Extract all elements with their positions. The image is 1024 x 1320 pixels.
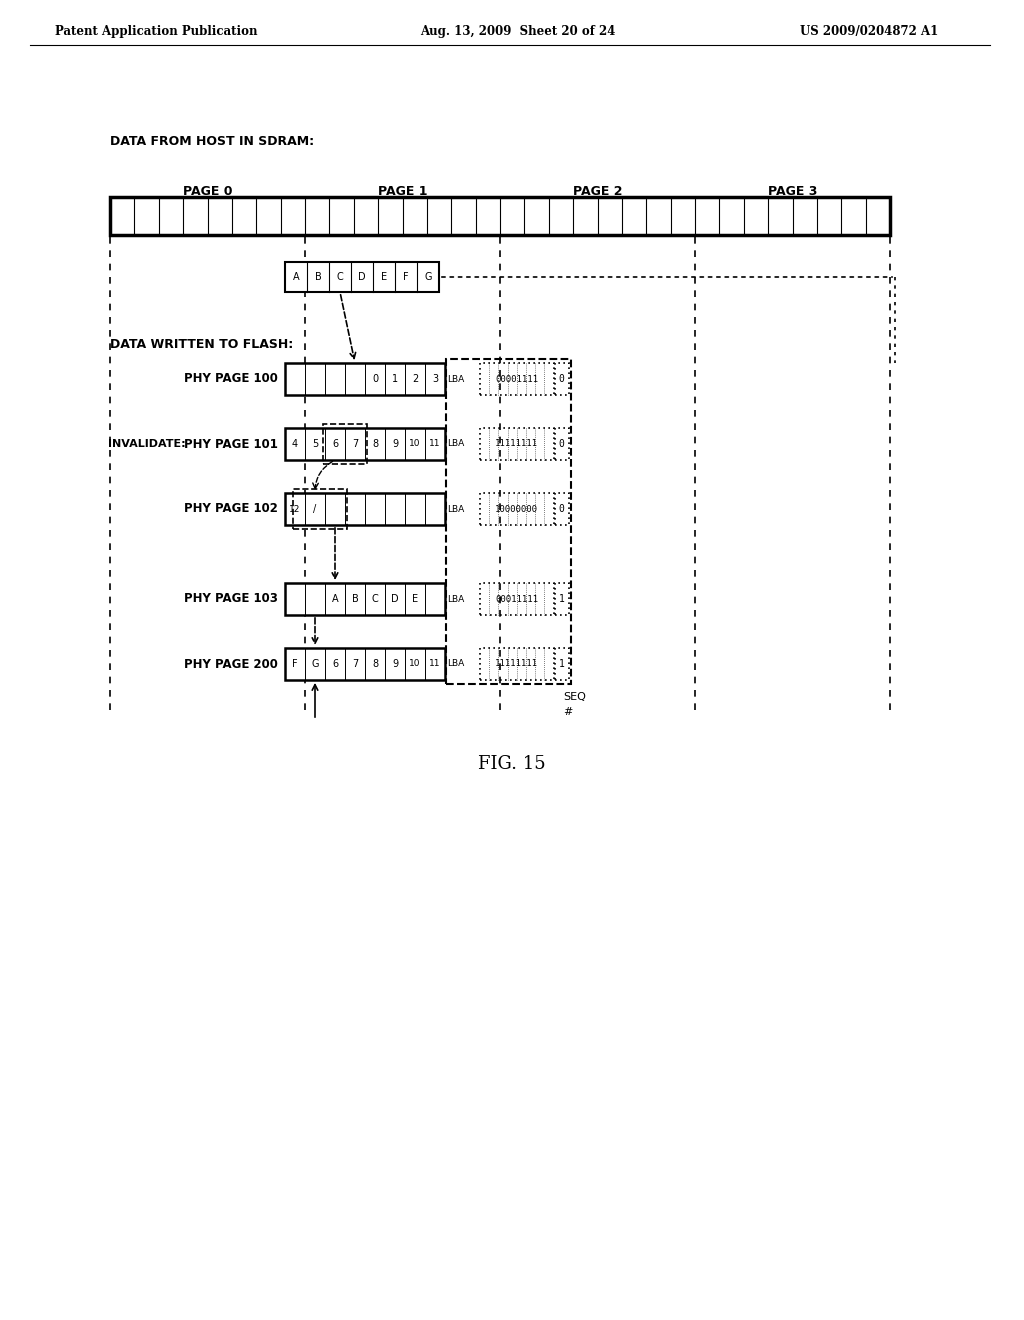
Text: Aug. 13, 2009  Sheet 20 of 24: Aug. 13, 2009 Sheet 20 of 24 [420,25,615,38]
Bar [555,428,568,459]
Text: FIG. 15: FIG. 15 [478,755,546,774]
Text: 2: 2 [412,374,418,384]
Text: 0: 0 [559,374,564,384]
Bar [480,648,554,680]
Text: E: E [412,594,418,605]
Text: INVALIDATE:: INVALIDATE: [108,440,185,449]
Bar [555,492,568,525]
Bar [293,488,347,529]
Text: 9: 9 [392,440,398,449]
Text: PHY PAGE 102: PHY PAGE 102 [184,503,278,516]
Text: 8: 8 [372,659,378,669]
Text: 6: 6 [332,659,338,669]
Text: 00011111: 00011111 [496,594,539,603]
Text: 0: 0 [372,374,378,384]
Text: LBA: LBA [447,375,464,384]
Text: 8: 8 [372,440,378,449]
Text: A: A [332,594,338,605]
Text: F: F [292,659,298,669]
Text: 0: 0 [559,504,564,513]
Text: PHY PAGE 103: PHY PAGE 103 [184,593,278,606]
Bar [480,492,554,525]
Text: D: D [391,594,398,605]
Text: #: # [563,708,573,717]
Text: G: G [311,659,318,669]
Bar [480,363,554,395]
Bar [446,359,570,684]
Text: PHY PAGE 100: PHY PAGE 100 [184,372,278,385]
Text: C: C [372,594,379,605]
Bar [285,428,445,459]
Text: 11111111: 11111111 [496,660,539,668]
Text: 12: 12 [290,504,301,513]
Text: DATA WRITTEN TO FLASH:: DATA WRITTEN TO FLASH: [110,338,293,351]
Text: LBA: LBA [447,504,464,513]
Text: 10000000: 10000000 [496,504,539,513]
Text: A: A [293,272,299,282]
Bar [285,261,439,292]
Bar [555,648,568,680]
Bar [555,363,568,395]
Text: 11: 11 [429,440,440,449]
Text: PAGE 0: PAGE 0 [182,185,232,198]
Text: 7: 7 [352,440,358,449]
Bar [285,363,445,395]
Text: 00001111: 00001111 [496,375,539,384]
Text: 7: 7 [352,659,358,669]
Text: B: B [314,272,322,282]
Text: SEQ: SEQ [563,692,587,702]
Text: PAGE 3: PAGE 3 [768,185,817,198]
Text: PHY PAGE 200: PHY PAGE 200 [184,657,278,671]
Text: 1: 1 [559,594,564,605]
Text: 10: 10 [410,660,421,668]
Text: 1: 1 [559,659,564,669]
Bar [480,583,554,615]
Bar [285,492,445,525]
Text: /: / [313,504,316,513]
Text: G: G [424,272,432,282]
Text: LBA: LBA [447,440,464,449]
Text: LBA: LBA [447,660,464,668]
Text: PAGE 2: PAGE 2 [572,185,623,198]
Text: PHY PAGE 101: PHY PAGE 101 [184,437,278,450]
Text: F: F [403,272,409,282]
Bar [323,424,367,465]
Text: 11111111: 11111111 [496,440,539,449]
Text: US 2009/0204872 A1: US 2009/0204872 A1 [800,25,938,38]
Bar [285,583,445,615]
Text: 10: 10 [410,440,421,449]
Text: C: C [337,272,343,282]
Text: LBA: LBA [447,594,464,603]
Bar [555,583,568,615]
Bar [480,428,554,459]
Text: 5: 5 [312,440,318,449]
Text: DATA FROM HOST IN SDRAM:: DATA FROM HOST IN SDRAM: [110,135,314,148]
Text: Patent Application Publication: Patent Application Publication [55,25,257,38]
Text: 0: 0 [559,440,564,449]
Text: D: D [358,272,366,282]
Text: 4: 4 [292,440,298,449]
Text: 3: 3 [432,374,438,384]
Text: B: B [351,594,358,605]
Text: E: E [381,272,387,282]
Text: 11: 11 [429,660,440,668]
Text: 9: 9 [392,659,398,669]
Text: 1: 1 [392,374,398,384]
Bar [110,197,890,235]
Text: 6: 6 [332,440,338,449]
Bar [285,648,445,680]
Text: PAGE 1: PAGE 1 [378,185,427,198]
